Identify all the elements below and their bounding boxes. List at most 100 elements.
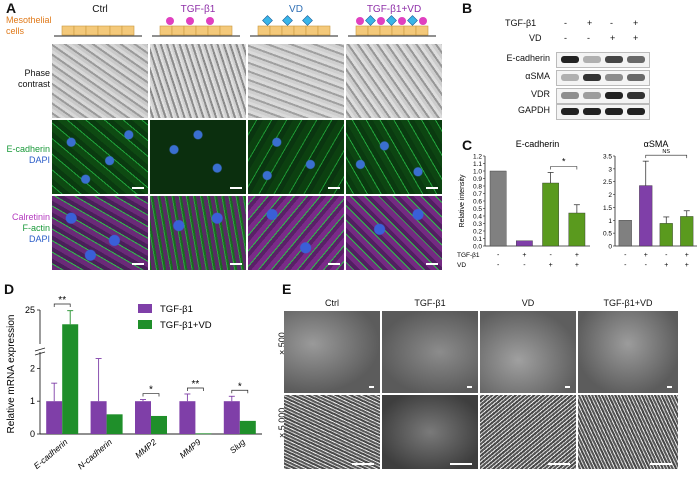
row-label-calretinin: Calretinin F-actin DAPI (2, 212, 50, 245)
blot-band (627, 74, 645, 81)
row-label-phase-line-2: contrast (17, 79, 50, 89)
sem-5000-vd (480, 395, 576, 469)
sem-5000-tgf-vd (578, 395, 678, 469)
chart-d-significance-bracket (187, 387, 204, 391)
chart-c-tick-label: 0.0 (473, 244, 482, 251)
blot-band (605, 56, 623, 63)
chart-d-category-label: MMP9 (177, 437, 202, 461)
chart-d-significance-label: * (149, 385, 153, 396)
scale-bar (565, 386, 570, 388)
chart-c-bar (516, 240, 533, 247)
chart-c-treatment-sign: - (523, 262, 526, 269)
scale-bar (369, 386, 374, 388)
micrograph-ecad-tgf (150, 120, 246, 194)
panel-d-chart: 0 1 2 25 Relative mRNA expression E-cadherin N… (6, 295, 262, 472)
chart-c-tick-label: 0.3 (473, 221, 482, 228)
chart-d-bar (135, 401, 151, 434)
blot-band (605, 108, 623, 115)
blot-tgf-sign-3: - (610, 18, 613, 28)
chart-c-title: E-cadherin (516, 139, 560, 149)
chart-d-tick-label: 2 (30, 363, 35, 373)
chart-d-legend-label: TGF-β1+VD (160, 320, 212, 331)
chart-c-tick-label: 1.5 (603, 205, 612, 212)
sem-500-tgf-vd (578, 311, 678, 393)
chart-d-bar (90, 401, 107, 434)
chart-c-tick-label: 0.5 (603, 231, 612, 238)
micrograph-phase-vd (248, 44, 344, 118)
chart-d-bar (179, 401, 196, 434)
sem-5000-ctrl (284, 395, 380, 469)
chart-c-treatment-sign: - (497, 252, 500, 259)
scale-bar (328, 187, 340, 189)
panel-d-label: D (4, 281, 15, 297)
blot-vd-sign-1: - (564, 33, 567, 43)
micrograph-ecad-tgf-vd (346, 120, 442, 194)
micrograph-calretinin-vd (248, 196, 344, 270)
blot-tgf-sign-2: + (587, 18, 593, 28)
chart-c-bar (680, 216, 694, 247)
chart-c-treatment-sign: + (644, 252, 648, 259)
chart-d-bar (195, 433, 212, 435)
chart-d-bar (151, 415, 167, 434)
sem-header-vd: VD (521, 298, 535, 308)
micrograph-ecad-vd (248, 120, 344, 194)
blot-row-ecadherin (556, 52, 650, 68)
chart-c-tick-label: 0.2 (473, 229, 482, 236)
panel-c-label: C (462, 137, 473, 153)
chart-d-significance-bracket (231, 389, 249, 394)
chart-c-bar (489, 170, 507, 247)
chart-d-significance-label: ** (192, 379, 200, 390)
chart-c-treatment-sign: + (664, 262, 668, 269)
panel-a-condition-tgf: TGF-β1 (180, 4, 216, 15)
chart-c-tick-label: 3.5 (603, 154, 612, 161)
chart-d-category-label: MMP2 (133, 437, 158, 461)
chart-c-treatment-name: VD (457, 262, 466, 269)
cell-cartoons (54, 15, 436, 37)
chart-d-tick-label: 25 (25, 305, 35, 315)
chart-d-category-label: N-cadherin (76, 437, 114, 472)
chart-d-category-label: Slug (228, 437, 248, 456)
row-label-phase: Phase contrast (4, 68, 50, 90)
chart-c-tick-label: 2.5 (603, 179, 612, 186)
blot-vd-sign-3: + (610, 33, 616, 43)
blot-band (627, 56, 645, 63)
blot-row-vdr (556, 88, 650, 104)
panel-a-condition-ctrl: Ctrl (92, 4, 108, 15)
chart-c-bar (639, 185, 653, 247)
row-label-ecadherin-line-1: E-cadherin (6, 144, 50, 154)
blot-vd-sign-4: + (633, 33, 639, 43)
blot-band (583, 74, 601, 81)
row-label-ecadherin: E-cadherin DAPI (2, 144, 50, 166)
chart-c-significance-label: * (562, 157, 566, 167)
row-label-phase-line-1: Phase (24, 68, 50, 78)
chart-c-treatment-sign: - (665, 252, 668, 259)
chart-c-tick-label: 0.1 (473, 236, 482, 243)
panel-b-label: B (462, 0, 473, 16)
scale-bar (230, 263, 242, 265)
row-label-calretinin-line-3: DAPI (28, 234, 50, 244)
micrograph-calretinin-ctrl (52, 196, 148, 270)
scale-bar (230, 187, 242, 189)
chart-c-treatment-sign: - (497, 262, 500, 269)
chart-d-bar (223, 401, 240, 434)
blot-band (561, 56, 579, 63)
row-label-ecadherin-line-2: DAPI (28, 155, 50, 165)
blot-row-gapdh (556, 104, 650, 120)
chart-c-tick-label: 0.8 (473, 184, 482, 191)
micrograph-ecad-ctrl (52, 120, 148, 194)
chart-c-tick-label: 0.4 (473, 214, 482, 221)
chart-c-bar (542, 182, 559, 247)
chart-d-legend-label: TGF-β1 (160, 304, 193, 315)
micrograph-phase-tgf (150, 44, 246, 118)
panel-a-condition-vd: VD (289, 4, 303, 15)
blot-band (561, 108, 579, 115)
scale-bar (548, 463, 570, 465)
mesothelial-cells-label: Mesothelial cells (6, 15, 52, 37)
chart-c-significance-bracket (550, 166, 578, 170)
chart-c-tick-label: 1.1 (473, 161, 482, 168)
chart-d-tick-label: 1 (30, 396, 35, 406)
chart-c-treatment-sign: + (575, 262, 579, 269)
blot-band (583, 56, 601, 63)
chart-d-bar (46, 401, 63, 434)
blot-band (627, 108, 645, 115)
